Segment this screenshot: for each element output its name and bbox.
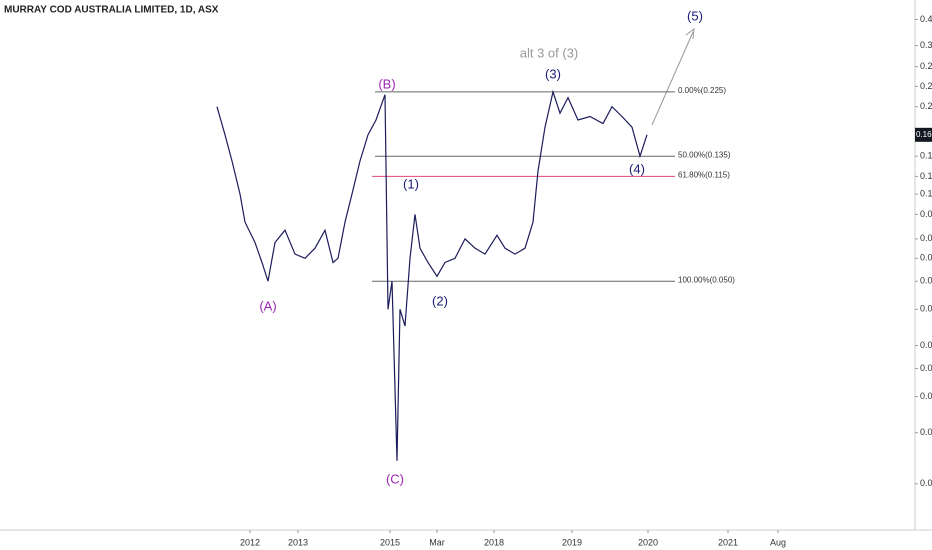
arrow-head [685, 27, 695, 40]
y-tick-label: 0.325 [920, 40, 932, 50]
y-tick-label: 0.200 [920, 101, 932, 111]
wave-label: (A) [259, 298, 276, 313]
y-tick-label: 0.060 [920, 253, 932, 263]
x-tick-label: 2013 [288, 537, 308, 547]
wave-label: (4) [629, 161, 645, 176]
wave-label: (C) [386, 471, 404, 486]
y-tick-label: 0.400 [920, 14, 932, 24]
x-tick-label: 2019 [562, 537, 582, 547]
chart-title: MURRAY COD AUSTRALIA LIMITED, 1D, ASX [4, 5, 219, 16]
y-tick-label: 0.020 [920, 391, 932, 401]
x-tick-label: 2012 [240, 537, 260, 547]
y-tick-label: 0.115 [920, 171, 932, 181]
x-tick-label: Aug [770, 537, 786, 547]
y-tick-label: 0.050 [920, 276, 932, 286]
x-tick-label: 2020 [638, 537, 658, 547]
fib-label: 61.80%(0.115) [678, 170, 730, 179]
fib-label: 100.00%(0.050) [678, 275, 735, 284]
y-tick-label: 0.100 [920, 188, 932, 198]
y-tick-label: 0.135 [920, 151, 932, 161]
fib-label: 0.00%(0.225) [678, 86, 726, 95]
projection-arrow [651, 31, 694, 126]
last-price-badge [915, 127, 932, 142]
y-tick-label: 0.275 [920, 61, 932, 71]
y-tick-label: 0.030 [920, 340, 932, 350]
x-tick-label: Mar [429, 537, 445, 547]
fib-label: 50.00%(0.135) [678, 150, 731, 159]
x-tick-label: 2021 [718, 537, 738, 547]
last-price-label: 0.160 [916, 130, 932, 139]
wave-label: (3) [545, 66, 561, 81]
wave-label: (B) [378, 76, 395, 91]
y-tick-label: 0.235 [920, 81, 932, 91]
y-tick-label: 0.015 [920, 427, 932, 437]
y-tick-label: 0.010 [920, 478, 932, 488]
y-tick-label: 0.025 [920, 363, 932, 373]
y-tick-label: 0.070 [920, 233, 932, 243]
wave-label: (2) [432, 293, 448, 308]
wave-label: (5) [687, 8, 703, 23]
x-tick-label: 2015 [380, 537, 400, 547]
wave-label: alt 3 of (3) [520, 45, 579, 60]
x-tick-label: 2018 [484, 537, 504, 547]
y-tick-label: 0.040 [920, 304, 932, 314]
wave-label: (1) [403, 176, 419, 191]
y-tick-label: 0.085 [920, 209, 932, 219]
price-line [216, 89, 648, 461]
